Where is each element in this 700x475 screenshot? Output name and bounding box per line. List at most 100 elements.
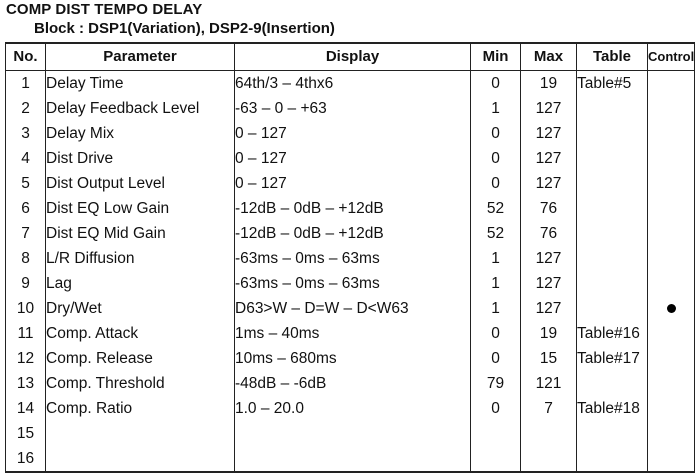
cell-parameter: L/R Diffusion (45, 246, 235, 271)
cell-min: 79 (470, 371, 521, 396)
cell-control (647, 121, 695, 146)
cell-control (647, 421, 695, 446)
cell-parameter: Dry/Wet (45, 296, 235, 321)
cell-display: -48dB – -6dB (234, 371, 471, 396)
cell-parameter: Dist EQ Low Gain (45, 196, 235, 221)
cell-display: 10ms – 680ms (234, 346, 471, 371)
table-row: 1 Delay Time 64th/3 – 4thx6 0 19 Table#5 (5, 70, 695, 96)
cell-table: Table#18 (576, 396, 648, 421)
table-body: 1 Delay Time 64th/3 – 4thx6 0 19 Table#5 2 Dela… (5, 70, 695, 473)
cell-no: 7 (5, 221, 46, 246)
page-title: COMP DIST TEMPO DELAY (6, 1, 203, 18)
cell-parameter: Comp. Release (45, 346, 235, 371)
cell-max: 127 (520, 246, 577, 271)
header-min: Min (470, 42, 521, 71)
cell-control (647, 321, 695, 346)
cell-min: 0 (470, 146, 521, 171)
cell-control (647, 246, 695, 271)
cell-display: 0 – 127 (234, 146, 471, 171)
cell-max: 76 (520, 221, 577, 246)
cell-parameter: Dist Output Level (45, 171, 235, 196)
cell-table: Table#5 (576, 70, 648, 96)
cell-control (647, 196, 695, 221)
cell-table (576, 146, 648, 171)
cell-parameter: Delay Feedback Level (45, 96, 235, 121)
cell-table (576, 271, 648, 296)
cell-min: 0 (470, 121, 521, 146)
cell-parameter: Comp. Ratio (45, 396, 235, 421)
cell-display: -12dB – 0dB – +12dB (234, 196, 471, 221)
header-parameter: Parameter (45, 42, 235, 71)
cell-min: 1 (470, 271, 521, 296)
cell-no: 8 (5, 246, 46, 271)
cell-control (647, 396, 695, 421)
cell-min: 0 (470, 346, 521, 371)
cell-max: 127 (520, 96, 577, 121)
cell-table (576, 446, 648, 473)
table-row: 13 Comp. Threshold -48dB – -6dB 79 121 (5, 371, 695, 396)
header-max: Max (520, 42, 577, 71)
cell-table (576, 171, 648, 196)
cell-table (576, 296, 648, 321)
cell-max: 127 (520, 271, 577, 296)
header-control: Control (647, 42, 695, 71)
cell-min: 0 (470, 321, 521, 346)
cell-no: 12 (5, 346, 46, 371)
cell-max: 127 (520, 121, 577, 146)
cell-control (647, 446, 695, 473)
table-row: 15 (5, 421, 695, 446)
cell-table (576, 96, 648, 121)
cell-no: 3 (5, 121, 46, 146)
cell-no: 15 (5, 421, 46, 446)
cell-parameter (45, 421, 235, 446)
cell-no: 5 (5, 171, 46, 196)
header-table: Table (576, 42, 648, 71)
cell-display: -12dB – 0dB – +12dB (234, 221, 471, 246)
cell-control (647, 96, 695, 121)
table-row: 10 Dry/Wet D63>W – D=W – D<W63 1 127 (5, 296, 695, 321)
cell-display (234, 446, 471, 473)
table-row: 2 Delay Feedback Level -63 – 0 – +63 1 127 (5, 96, 695, 121)
control-dot-icon (666, 304, 676, 314)
cell-table (576, 121, 648, 146)
cell-control (647, 296, 695, 321)
cell-max: 76 (520, 196, 577, 221)
cell-min (470, 421, 521, 446)
cell-display: 0 – 127 (234, 171, 471, 196)
cell-no: 10 (5, 296, 46, 321)
cell-table (576, 371, 648, 396)
cell-table (576, 421, 648, 446)
cell-parameter (45, 446, 235, 473)
cell-min: 1 (470, 296, 521, 321)
cell-max: 127 (520, 171, 577, 196)
cell-display: -63ms – 0ms – 63ms (234, 246, 471, 271)
table-row: 11 Comp. Attack 1ms – 40ms 0 19 Table#16 (5, 321, 695, 346)
cell-parameter: Comp. Attack (45, 321, 235, 346)
header-display: Display (234, 42, 471, 71)
cell-table (576, 221, 648, 246)
cell-control (647, 271, 695, 296)
cell-parameter: Comp. Threshold (45, 371, 235, 396)
cell-max: 7 (520, 396, 577, 421)
cell-no: 1 (5, 70, 46, 96)
cell-no: 9 (5, 271, 46, 296)
cell-parameter: Delay Mix (45, 121, 235, 146)
cell-parameter: Lag (45, 271, 235, 296)
cell-display: 0 – 127 (234, 121, 471, 146)
table-row: 6 Dist EQ Low Gain -12dB – 0dB – +12dB 52 76 (5, 196, 695, 221)
cell-table (576, 196, 648, 221)
table-row: 16 (5, 446, 695, 473)
table-row: 8 L/R Diffusion -63ms – 0ms – 63ms 1 127 (5, 246, 695, 271)
cell-max (520, 446, 577, 473)
cell-display: -63 – 0 – +63 (234, 96, 471, 121)
cell-control (647, 346, 695, 371)
block-subtitle: Block : DSP1(Variation), DSP2-9(Insertio… (34, 20, 335, 37)
table-row: 14 Comp. Ratio 1.0 – 20.0 0 7 Table#18 (5, 396, 695, 421)
cell-control (647, 221, 695, 246)
cell-display (234, 421, 471, 446)
cell-parameter: Dist EQ Mid Gain (45, 221, 235, 246)
cell-max: 121 (520, 371, 577, 396)
table-row: 12 Comp. Release 10ms – 680ms 0 15 Table#17 (5, 346, 695, 371)
cell-min: 1 (470, 96, 521, 121)
cell-no: 16 (5, 446, 46, 473)
